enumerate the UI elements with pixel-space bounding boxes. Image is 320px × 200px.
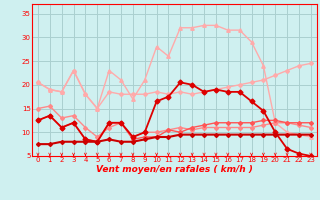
X-axis label: Vent moyen/en rafales ( km/h ): Vent moyen/en rafales ( km/h ) [96, 165, 253, 174]
